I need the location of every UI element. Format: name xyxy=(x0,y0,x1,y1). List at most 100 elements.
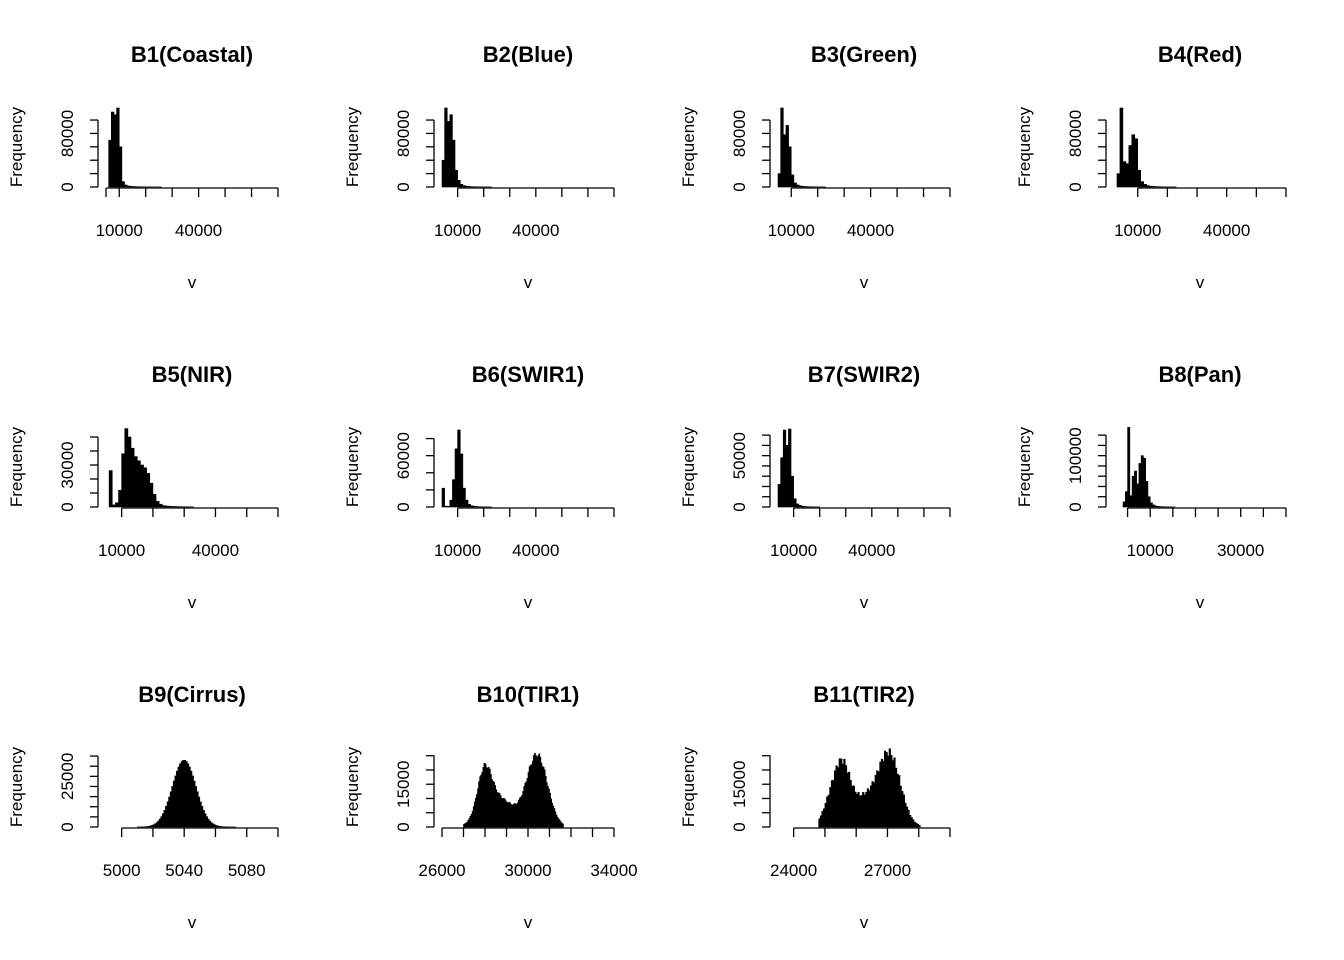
histogram-bar xyxy=(465,185,469,188)
y-axis: 0 80000 xyxy=(394,110,435,192)
histogram-bar xyxy=(146,473,151,508)
x-axis-label: v xyxy=(860,913,869,932)
histogram-bar xyxy=(795,503,800,508)
histogram-bar xyxy=(1137,169,1141,188)
panel-title: B7(SWIR2) xyxy=(808,362,920,387)
histogram-bar xyxy=(1145,481,1149,508)
histogram-bar xyxy=(452,139,456,188)
x-tick-label: 30000 xyxy=(504,861,551,880)
y-axis-label: Frequency xyxy=(679,746,698,827)
histogram-bar xyxy=(798,185,803,188)
histogram-bar xyxy=(1122,501,1126,508)
histogram-panel: B9(Cirrus) 5000 5040 5080 0 25000 v Frequency xyxy=(7,682,279,932)
histogram-bar xyxy=(1131,475,1135,508)
histogram-bar xyxy=(777,484,781,508)
y-tick-label: 0 xyxy=(58,182,77,191)
x-axis: 10000 40000 xyxy=(434,187,615,240)
y-tick-label: 0 xyxy=(1066,502,1085,511)
histogram-bar xyxy=(152,494,157,508)
y-tick-label: 0 xyxy=(394,502,413,511)
histogram-bar xyxy=(457,429,461,508)
histogram-bar xyxy=(1152,186,1156,188)
histogram-bar xyxy=(1138,463,1142,508)
histogram-bar xyxy=(111,504,116,508)
x-axis-label: v xyxy=(524,273,533,292)
histogram-bar xyxy=(1122,161,1127,188)
panel-title: B2(Blue) xyxy=(483,42,573,67)
x-axis: 26000 30000 34000 xyxy=(418,827,638,880)
histogram-bar xyxy=(115,502,119,508)
y-tick-label: 0 xyxy=(730,502,749,511)
histogram-bar xyxy=(165,505,169,508)
histogram-bar xyxy=(780,107,784,188)
histogram-bar xyxy=(444,505,448,508)
histogram-bar xyxy=(1143,184,1147,188)
histogram-bar xyxy=(121,453,126,508)
histogram-bar xyxy=(801,505,805,508)
histogram-bar xyxy=(1116,173,1121,188)
y-tick-label: 100000 xyxy=(1066,427,1085,484)
x-tick-label: 34000 xyxy=(590,861,637,880)
y-tick-label: 0 xyxy=(1066,182,1085,191)
y-axis: 0 100000 xyxy=(1066,427,1107,512)
histogram-bar xyxy=(918,825,921,828)
histogram-panel: B10(TIR1) 26000 30000 34000 0 15000 v Frequency xyxy=(343,682,638,932)
histogram-bar xyxy=(110,111,115,188)
histogram-bar xyxy=(149,482,154,508)
y-tick-label: 15000 xyxy=(394,761,413,808)
y-axis-label: Frequency xyxy=(343,106,362,187)
histogram-bar xyxy=(113,114,117,188)
x-tick-label: 40000 xyxy=(848,541,895,560)
x-tick-label: 5040 xyxy=(165,861,203,880)
x-axis-label: v xyxy=(1196,273,1205,292)
x-tick-label: 40000 xyxy=(192,541,239,560)
x-tick-label: 10000 xyxy=(770,541,817,560)
histogram-bar xyxy=(457,180,461,188)
y-axis-label: Frequency xyxy=(343,426,362,507)
y-tick-label: 60000 xyxy=(394,432,413,479)
histogram-panel: B11(TIR2) 24000 27000 0 15000 v Frequency xyxy=(679,682,951,932)
y-tick-label: 0 xyxy=(394,182,413,191)
histogram-bar xyxy=(1128,145,1133,188)
histogram-bar xyxy=(788,146,792,188)
histogram-bar xyxy=(782,429,787,508)
histogram-bar xyxy=(1127,427,1131,508)
x-axis-label: v xyxy=(188,593,197,612)
y-tick-label: 0 xyxy=(58,502,77,511)
y-axis-label: Frequency xyxy=(679,426,698,507)
histogram-bar xyxy=(467,504,471,508)
y-axis: 0 80000 xyxy=(730,110,771,192)
histogram-bar xyxy=(1154,505,1158,508)
histogram-bar xyxy=(133,456,138,508)
histogram-bar xyxy=(124,428,129,508)
x-tick-label: 24000 xyxy=(770,861,817,880)
y-tick-label: 0 xyxy=(394,822,413,831)
panel-title: B11(TIR2) xyxy=(813,682,914,707)
y-axis-label: Frequency xyxy=(7,106,26,187)
histogram-bar xyxy=(780,457,784,508)
panel-title: B4(Red) xyxy=(1158,42,1242,67)
histogram-bar xyxy=(785,445,789,508)
histogram-bar xyxy=(790,475,794,508)
y-axis-label: Frequency xyxy=(7,746,26,827)
x-tick-label: 30000 xyxy=(1217,541,1264,560)
y-axis: 0 60000 xyxy=(394,432,435,512)
y-axis: 0 25000 xyxy=(58,753,99,832)
histogram-bar xyxy=(161,505,166,508)
histogram-bar xyxy=(1125,163,1130,188)
histogram-bar xyxy=(777,173,781,188)
y-axis: 0 15000 xyxy=(394,755,435,832)
histogram-bar xyxy=(1156,506,1160,508)
x-tick-label: 10000 xyxy=(1114,221,1161,240)
histogram-bar xyxy=(1140,455,1144,508)
y-axis: 0 80000 xyxy=(1066,110,1107,192)
histogram-bar xyxy=(126,185,131,188)
histogram-panel: B6(SWIR1) 10000 40000 0 60000 v Frequency xyxy=(343,362,615,612)
x-axis: 10000 40000 xyxy=(1114,187,1287,240)
x-tick-label: 40000 xyxy=(512,221,559,240)
y-axis-label: Frequency xyxy=(679,106,698,187)
histogram-bar xyxy=(803,506,807,508)
histogram-panel: B2(Blue) 10000 40000 0 80000 v Frequency xyxy=(343,42,615,292)
x-axis: 5000 5040 5080 xyxy=(103,827,279,880)
